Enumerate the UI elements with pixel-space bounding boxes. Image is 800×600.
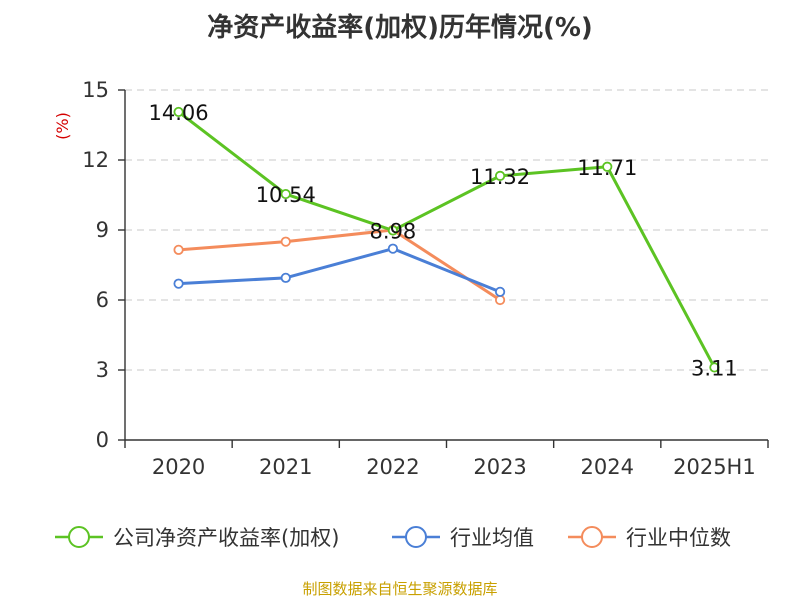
- y-tick-label: 15: [82, 78, 109, 102]
- axes: 0 3 6 9 12 15 2020 2021 2022 2023 2024 2025H1: [82, 78, 769, 479]
- x-tick-label: 2023: [473, 455, 526, 479]
- y-tick-label: 12: [82, 148, 109, 172]
- y-tick-label: 6: [96, 288, 109, 312]
- y-axis-label: (%): [53, 112, 72, 140]
- series-lines: [173, 106, 720, 373]
- y-tick-label: 9: [96, 218, 109, 242]
- series-line: [177, 110, 716, 369]
- legend: 公司净资产收益率(加权) 行业均值 行业中位数: [55, 526, 731, 550]
- y-tick-label: 3: [96, 358, 109, 382]
- data-point: [602, 161, 613, 172]
- x-tick-label: 2025H1: [673, 455, 756, 479]
- data-point: [280, 236, 291, 247]
- data-point: [173, 106, 184, 118]
- chart-title: 净资产收益率(加权)历年情况(%): [207, 12, 593, 43]
- data-label: 3.11: [691, 356, 738, 380]
- data-point: [494, 170, 506, 181]
- gridlines: [125, 89, 768, 371]
- data-point: [494, 294, 506, 306]
- legend-marker-icon: [581, 526, 603, 548]
- data-label: 11.71: [577, 156, 637, 180]
- data-point: [173, 278, 184, 289]
- legend-label: 行业中位数: [626, 526, 731, 550]
- data-label: 8.98: [370, 219, 417, 243]
- legend-marker-icon: [405, 526, 427, 548]
- data-point: [387, 225, 399, 236]
- x-tick-label: 2022: [366, 455, 419, 479]
- x-tick-label: 2021: [259, 455, 312, 479]
- legend-label: 行业均值: [450, 526, 534, 550]
- legend-label: 公司净资产收益率(加权): [113, 526, 339, 550]
- x-tick-label: 2024: [581, 455, 634, 479]
- y-tick-label: 0: [96, 428, 109, 452]
- data-point: [173, 244, 184, 255]
- source-note: 制图数据来自恒生聚源数据库: [302, 580, 497, 598]
- series-line: [178, 247, 501, 294]
- x-tick-label: 2020: [152, 455, 205, 479]
- legend-marker-icon: [68, 526, 90, 548]
- data-point: [280, 188, 291, 200]
- series-line: [178, 228, 501, 302]
- data-label: 11.32: [470, 165, 530, 189]
- data-point: [709, 362, 720, 373]
- data-point: [387, 243, 399, 254]
- data-point: [494, 286, 506, 297]
- data-label: 14.06: [149, 101, 209, 125]
- data-point: [280, 272, 291, 283]
- data-labels: 14.06 10.54 8.98 11.32 11.71 3.11: [149, 101, 738, 380]
- data-label: 10.54: [256, 183, 316, 207]
